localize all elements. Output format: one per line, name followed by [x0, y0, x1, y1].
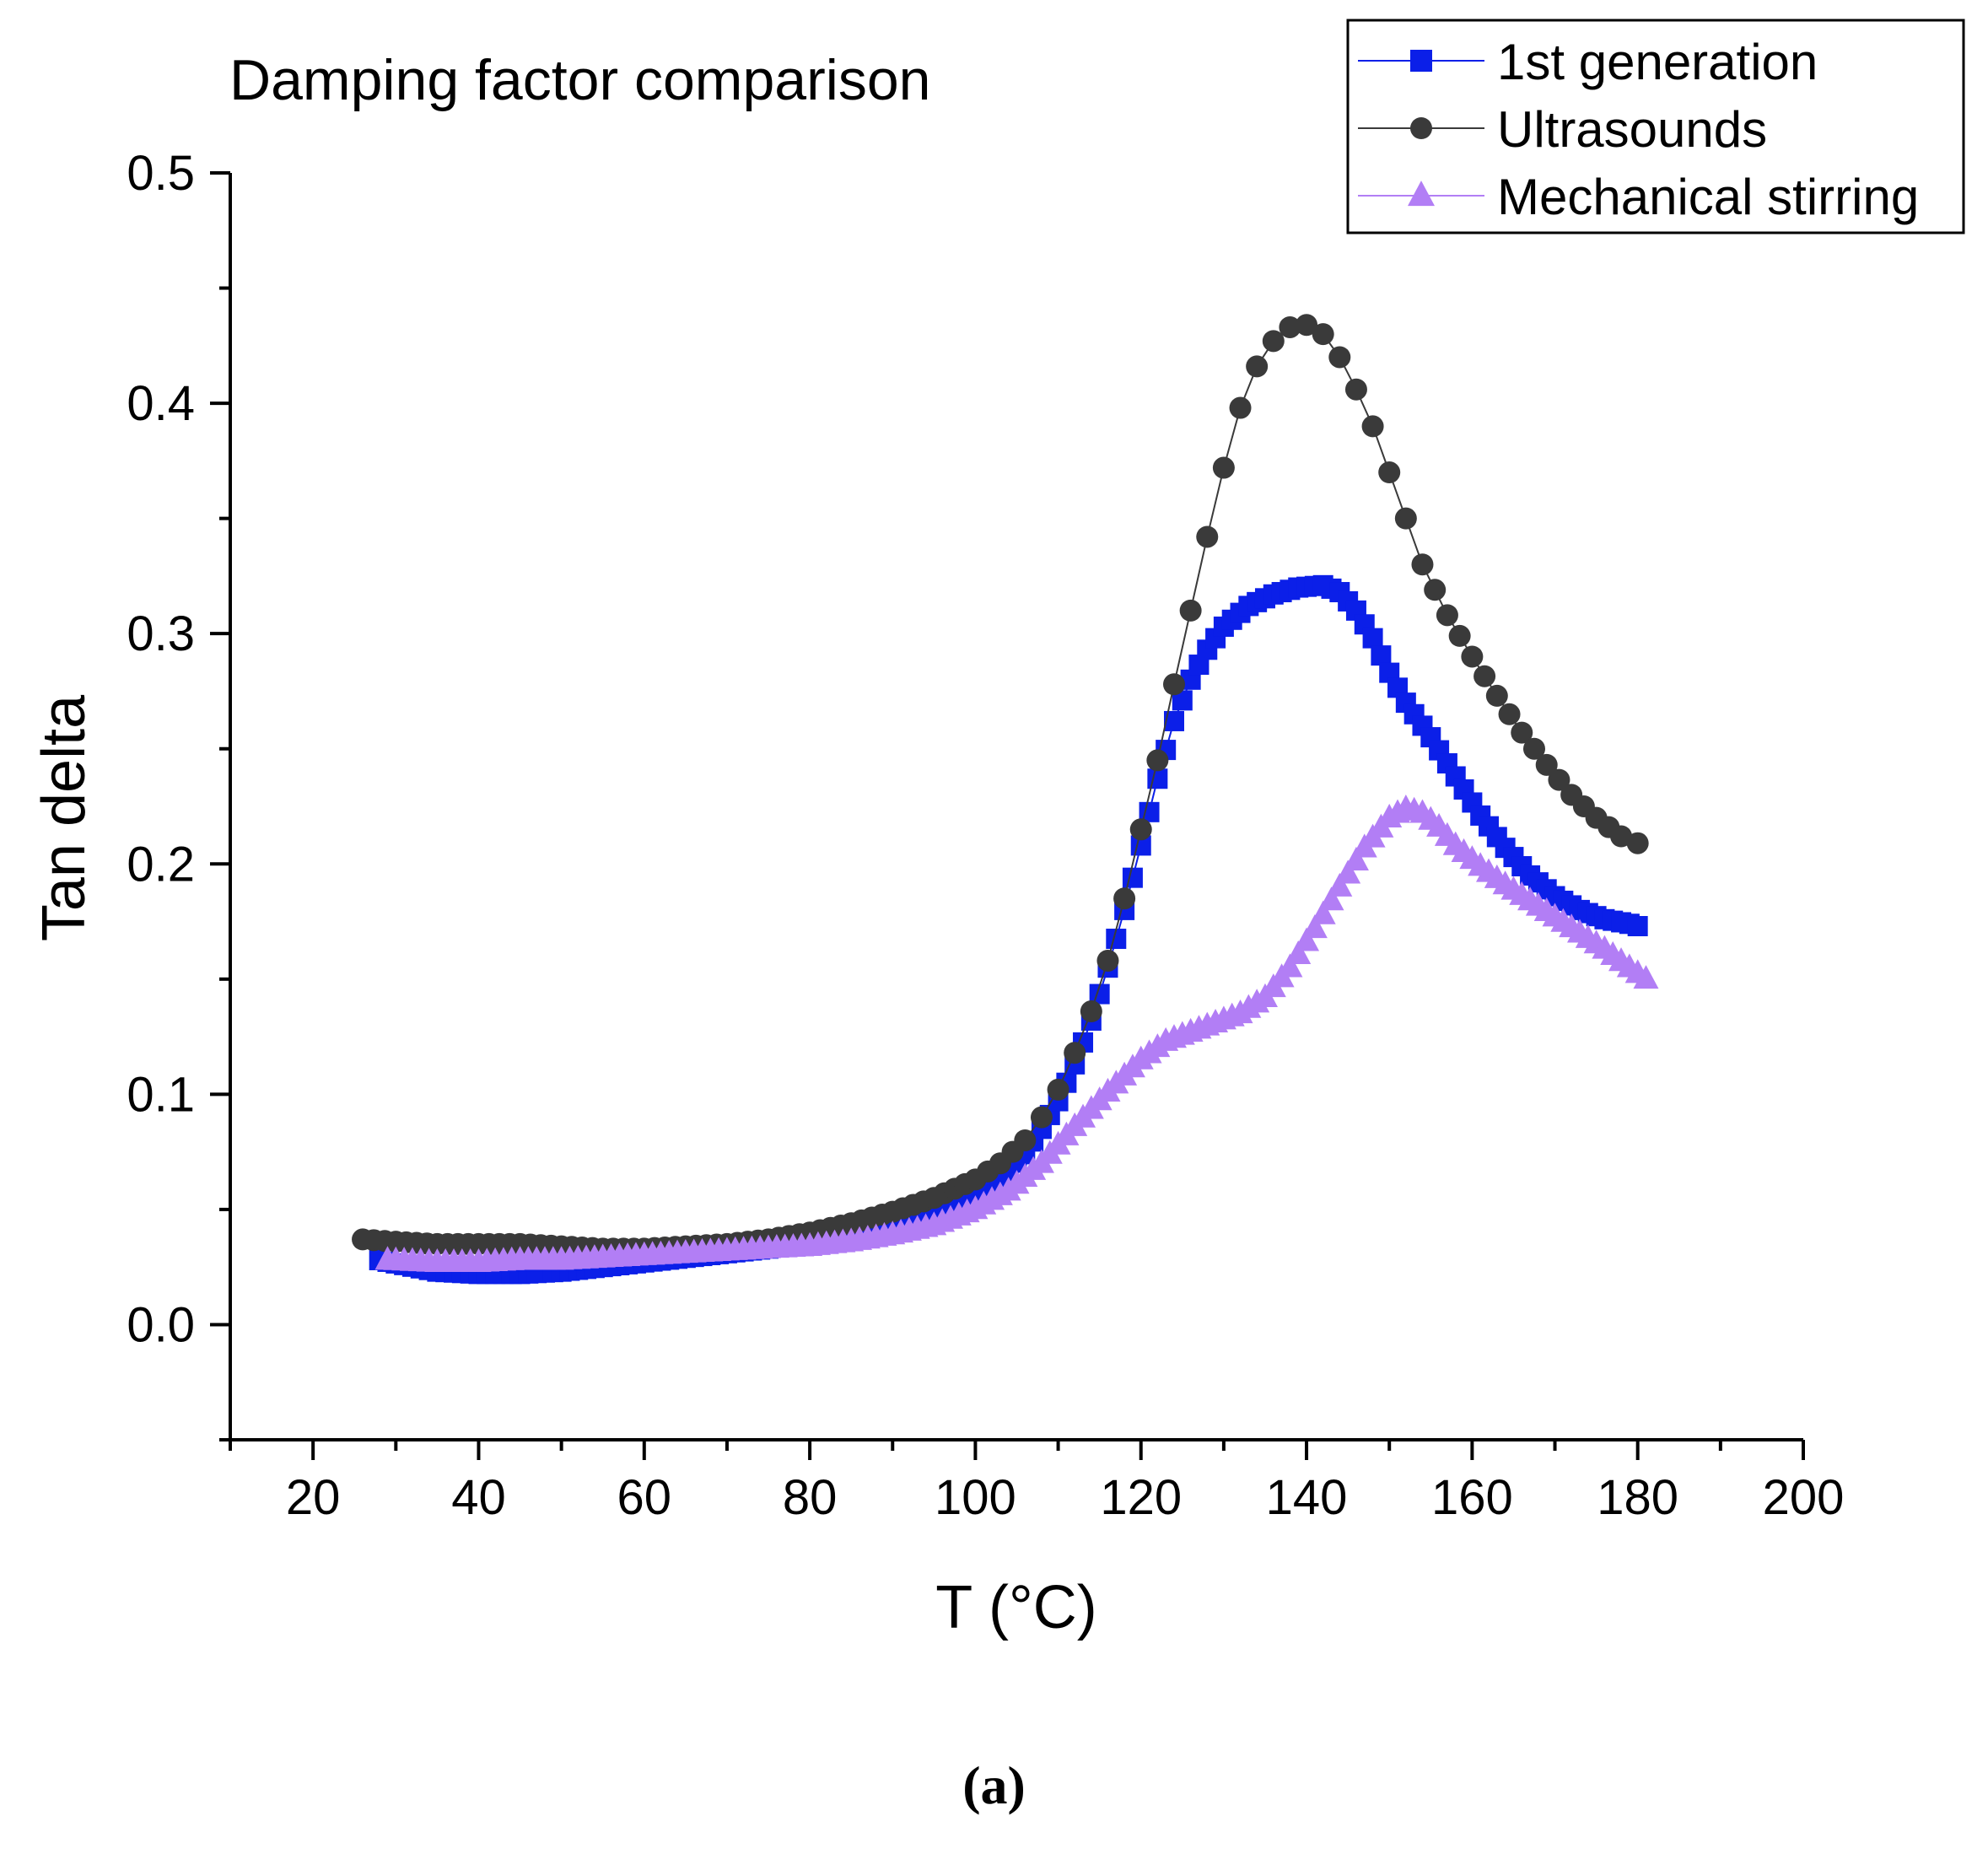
data-point — [1179, 599, 1202, 622]
x-tick-label: 80 — [783, 1470, 838, 1525]
x-tick-label: 180 — [1597, 1470, 1678, 1525]
data-point — [1277, 953, 1303, 978]
legend-marker — [1408, 181, 1435, 207]
data-point — [1279, 315, 1301, 338]
data-point — [1328, 346, 1351, 369]
data-point — [1030, 1106, 1053, 1129]
data-point — [1122, 867, 1143, 888]
x-axis-label: T (°C) — [935, 1574, 1096, 1641]
data-point — [1296, 314, 1318, 337]
data-point — [1394, 507, 1417, 530]
x-tick-label: 200 — [1763, 1470, 1845, 1525]
y-tick-label: 0.0 — [127, 1297, 195, 1352]
data-point — [1129, 818, 1152, 841]
y-axis-label: Tan delta — [30, 694, 98, 941]
x-tick-label: 40 — [451, 1470, 506, 1525]
data-point — [1362, 628, 1383, 649]
data-series — [352, 314, 1659, 1285]
data-point — [1548, 768, 1570, 791]
chart-title: Damping factor comparison — [229, 48, 930, 112]
data-point — [1096, 949, 1119, 972]
y-tick-label: 0.5 — [127, 146, 195, 201]
x-tick-label: 100 — [935, 1470, 1016, 1525]
data-point — [1511, 721, 1533, 744]
data-point — [1147, 768, 1168, 789]
x-tick-label: 60 — [617, 1470, 672, 1525]
data-point — [1262, 330, 1285, 353]
legend-item: 1st generation — [1358, 34, 1818, 90]
legend-label: Ultrasounds — [1497, 101, 1767, 158]
data-point — [1285, 940, 1312, 965]
series-mechanical-stirring — [374, 794, 1659, 1273]
data-point — [1424, 579, 1447, 601]
legend-marker — [1410, 50, 1432, 72]
data-point — [1301, 913, 1328, 939]
data-point — [1163, 673, 1185, 696]
data-point — [1113, 887, 1136, 910]
legend-item: Mechanical stirring — [1358, 169, 1919, 225]
legend-item: Ultrasounds — [1358, 101, 1767, 158]
data-point — [1343, 846, 1369, 870]
data-point — [1498, 703, 1521, 725]
data-point — [1327, 872, 1353, 897]
data-point — [1378, 461, 1401, 484]
data-point — [1473, 665, 1496, 687]
data-point — [1461, 645, 1484, 668]
data-point — [1318, 886, 1344, 911]
series-line — [363, 324, 1639, 1250]
data-point — [1436, 604, 1458, 627]
legend-box — [1346, 19, 1965, 234]
data-point — [1535, 753, 1558, 776]
data-point — [1014, 1129, 1037, 1151]
data-point — [1212, 456, 1235, 479]
data-point — [1310, 900, 1336, 924]
legend: 1st generation Ultrasounds Mechanical stir… — [1346, 19, 1965, 234]
data-point — [1146, 749, 1169, 772]
data-point — [1294, 927, 1320, 951]
y-tick-label: 0.3 — [127, 606, 195, 661]
data-point — [1411, 553, 1434, 576]
y-axis-ticks: 0.0 0.1 0.2 0.3 0.4 0.5 — [127, 146, 230, 1441]
x-tick-label: 120 — [1100, 1470, 1182, 1525]
data-point — [1196, 525, 1219, 548]
axes — [229, 173, 1803, 1441]
data-point — [1344, 378, 1367, 401]
data-point — [1626, 832, 1649, 854]
data-point — [1064, 1042, 1086, 1064]
y-tick-label: 0.1 — [127, 1067, 195, 1122]
data-point — [1229, 396, 1252, 419]
figure-caption: (a) — [962, 1755, 1026, 1815]
legend-marker — [1410, 117, 1432, 139]
data-point — [1080, 1000, 1102, 1023]
x-tick-label: 160 — [1431, 1470, 1513, 1525]
data-point — [1312, 323, 1334, 346]
x-tick-label: 20 — [286, 1470, 341, 1525]
data-point — [1448, 624, 1471, 647]
x-axis-ticks: 20 40 60 80 100 120 140 160 180 200 — [229, 1440, 1845, 1525]
data-point — [1627, 916, 1648, 937]
legend-label: Mechanical stirring — [1497, 169, 1919, 225]
x-tick-label: 140 — [1266, 1470, 1348, 1525]
data-point — [1610, 825, 1633, 848]
data-point — [1335, 859, 1361, 884]
data-point — [1371, 645, 1392, 666]
data-point — [1047, 1078, 1069, 1101]
data-point — [1246, 355, 1269, 378]
data-point — [1522, 737, 1545, 760]
legend-label: 1st generation — [1497, 34, 1818, 90]
data-point — [1633, 965, 1659, 989]
data-point — [1485, 684, 1508, 707]
y-tick-label: 0.4 — [127, 376, 195, 431]
y-tick-label: 0.2 — [127, 837, 195, 892]
data-point — [1361, 415, 1384, 438]
